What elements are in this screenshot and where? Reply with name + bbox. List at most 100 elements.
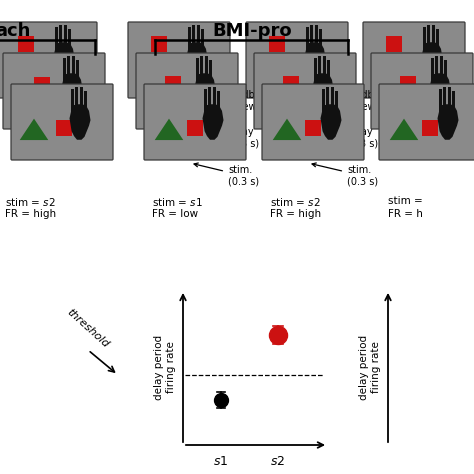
Polygon shape: [327, 87, 329, 111]
Polygon shape: [440, 56, 443, 81]
Polygon shape: [436, 56, 438, 81]
Polygon shape: [182, 58, 211, 80]
Bar: [400, 75, 416, 91]
Polygon shape: [69, 28, 72, 51]
Text: $s1$: $s1$: [213, 455, 228, 468]
Text: delay period
firing rate: delay period firing rate: [154, 335, 176, 400]
Bar: [18, 36, 34, 52]
Text: BMI-pro: BMI-pro: [212, 22, 292, 40]
Polygon shape: [67, 56, 71, 81]
Polygon shape: [80, 87, 83, 111]
Polygon shape: [54, 42, 74, 78]
Polygon shape: [444, 87, 447, 111]
Polygon shape: [60, 25, 63, 49]
Polygon shape: [192, 25, 195, 49]
FancyBboxPatch shape: [371, 53, 473, 129]
Text: delay period
firing rate: delay period firing rate: [359, 335, 381, 400]
Text: stim = $s1$: stim = $s1$: [152, 196, 203, 208]
Polygon shape: [445, 60, 447, 82]
Polygon shape: [304, 42, 326, 78]
FancyBboxPatch shape: [144, 84, 246, 160]
Polygon shape: [186, 42, 208, 78]
Polygon shape: [331, 87, 334, 111]
Polygon shape: [306, 27, 309, 50]
Polygon shape: [315, 25, 318, 49]
Text: feedback
& reward: feedback & reward: [312, 90, 392, 111]
Bar: [422, 120, 438, 136]
Polygon shape: [423, 27, 426, 50]
Bar: [151, 36, 167, 52]
Text: $s2$: $s2$: [271, 455, 285, 468]
FancyBboxPatch shape: [246, 22, 348, 98]
Polygon shape: [202, 104, 224, 140]
FancyBboxPatch shape: [128, 22, 230, 98]
Polygon shape: [429, 73, 450, 109]
Bar: [386, 36, 402, 52]
Bar: [187, 120, 203, 136]
Bar: [165, 75, 181, 91]
Text: FR = h: FR = h: [388, 209, 423, 219]
Polygon shape: [210, 60, 212, 82]
Text: stim.
(0.3 s): stim. (0.3 s): [312, 163, 378, 187]
Polygon shape: [201, 28, 204, 51]
Polygon shape: [201, 56, 203, 81]
Polygon shape: [431, 58, 434, 81]
Text: stim.
(0.3 s): stim. (0.3 s): [194, 163, 259, 187]
Polygon shape: [155, 118, 183, 140]
Polygon shape: [72, 56, 75, 81]
Polygon shape: [55, 27, 58, 50]
Polygon shape: [62, 73, 82, 109]
Polygon shape: [320, 104, 341, 140]
Polygon shape: [213, 87, 216, 111]
Polygon shape: [218, 91, 220, 112]
FancyBboxPatch shape: [3, 53, 105, 129]
FancyBboxPatch shape: [379, 84, 474, 160]
Polygon shape: [20, 118, 48, 140]
Polygon shape: [301, 58, 329, 80]
FancyBboxPatch shape: [262, 84, 364, 160]
Polygon shape: [64, 25, 67, 49]
Polygon shape: [438, 104, 458, 140]
Polygon shape: [84, 91, 88, 112]
Polygon shape: [76, 60, 80, 82]
Polygon shape: [209, 87, 211, 111]
Polygon shape: [418, 58, 447, 80]
Polygon shape: [319, 28, 322, 51]
Polygon shape: [75, 87, 79, 111]
Polygon shape: [273, 118, 301, 140]
Polygon shape: [453, 91, 456, 112]
Polygon shape: [323, 56, 326, 81]
Polygon shape: [390, 118, 418, 140]
Text: FR = low: FR = low: [152, 209, 198, 219]
Polygon shape: [421, 42, 443, 78]
FancyBboxPatch shape: [254, 53, 356, 129]
Text: stim =: stim =: [388, 196, 423, 206]
Polygon shape: [428, 25, 430, 49]
Polygon shape: [194, 73, 216, 109]
Polygon shape: [328, 60, 330, 82]
Bar: [56, 120, 72, 136]
Polygon shape: [196, 58, 199, 81]
Text: ach: ach: [0, 22, 30, 40]
Polygon shape: [312, 73, 334, 109]
Polygon shape: [310, 25, 313, 49]
Bar: [305, 120, 321, 136]
FancyBboxPatch shape: [363, 22, 465, 98]
Polygon shape: [188, 27, 191, 50]
Polygon shape: [205, 56, 208, 81]
Polygon shape: [71, 89, 74, 112]
Polygon shape: [432, 25, 435, 49]
Text: stim = $s2$: stim = $s2$: [270, 196, 321, 208]
Text: delay
(1.3 s): delay (1.3 s): [312, 127, 378, 149]
Polygon shape: [70, 104, 91, 140]
Polygon shape: [204, 89, 207, 112]
Text: threshold: threshold: [65, 307, 111, 349]
FancyBboxPatch shape: [136, 53, 238, 129]
FancyBboxPatch shape: [11, 84, 113, 160]
Polygon shape: [439, 89, 442, 112]
Text: FR = high: FR = high: [270, 209, 321, 219]
Polygon shape: [63, 58, 66, 81]
Polygon shape: [336, 91, 338, 112]
Bar: [269, 36, 285, 52]
Polygon shape: [448, 87, 451, 111]
